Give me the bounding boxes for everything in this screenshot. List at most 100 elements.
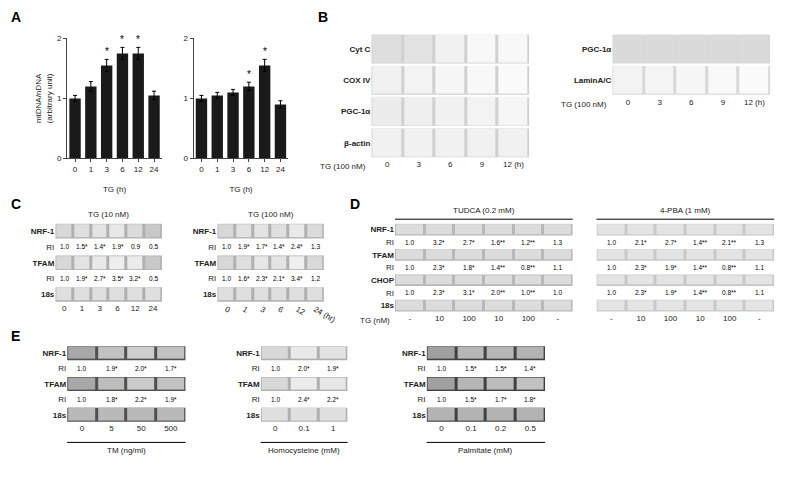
svg-text:*: * (247, 69, 251, 80)
svg-text:1.0: 1.0 (405, 289, 414, 296)
svg-text:RI: RI (46, 274, 54, 283)
svg-text:1.5*: 1.5* (76, 243, 88, 250)
svg-text:6: 6 (120, 165, 125, 174)
svg-text:0.5: 0.5 (149, 243, 158, 250)
svg-text:1.0: 1.0 (553, 289, 562, 296)
svg-text:1.5*: 1.5* (465, 365, 477, 372)
svg-text:100: 100 (664, 314, 678, 323)
svg-text:C: C (11, 196, 21, 212)
svg-text:RI: RI (386, 238, 394, 247)
svg-text:1.9*: 1.9* (165, 396, 177, 403)
svg-text:RI: RI (386, 263, 394, 272)
svg-text:1.0: 1.0 (60, 275, 69, 282)
svg-text:-: - (758, 314, 761, 323)
svg-text:12 (h): 12 (h) (744, 98, 765, 107)
svg-text:*: * (105, 46, 109, 57)
svg-text:10: 10 (435, 314, 444, 323)
svg-text:24: 24 (276, 165, 285, 174)
svg-text:0: 0 (199, 165, 204, 174)
svg-text:1.9*: 1.9* (112, 243, 124, 250)
svg-text:18s: 18s (412, 411, 426, 420)
svg-text:TFAM: TFAM (33, 259, 55, 268)
svg-text:1.2: 1.2 (311, 275, 320, 282)
svg-text:NRF-1: NRF-1 (402, 349, 426, 358)
svg-text:0.8**: 0.8** (521, 264, 536, 271)
svg-text:TG (100 nM): TG (100 nM) (248, 210, 294, 219)
svg-text:9: 9 (721, 98, 726, 107)
svg-text:1: 1 (331, 424, 336, 433)
svg-text:1.0: 1.0 (60, 243, 69, 250)
svg-text:TG (h): TG (h) (103, 185, 126, 194)
svg-text:6: 6 (276, 305, 285, 315)
svg-text:1.4*: 1.4* (273, 243, 285, 250)
svg-text:2.7*: 2.7* (463, 239, 475, 246)
svg-text:1.6*: 1.6* (238, 275, 250, 282)
svg-text:2.1*: 2.1* (635, 239, 647, 246)
svg-text:10: 10 (696, 314, 705, 323)
svg-text:1.9*: 1.9* (238, 243, 250, 250)
svg-text:1.6**: 1.6** (491, 239, 506, 246)
svg-text:0.2: 0.2 (495, 424, 507, 433)
svg-text:1: 1 (215, 165, 220, 174)
svg-text:6: 6 (115, 304, 120, 313)
svg-text:1.9*: 1.9* (665, 264, 677, 271)
svg-text:0.5: 0.5 (149, 275, 158, 282)
svg-text:12: 12 (134, 165, 143, 174)
svg-text:1.0: 1.0 (77, 396, 86, 403)
svg-text:β-actin: β-actin (344, 139, 370, 148)
svg-text:-: - (408, 314, 411, 323)
svg-text:3: 3 (104, 165, 109, 174)
svg-text:10: 10 (494, 314, 503, 323)
svg-text:3.4*: 3.4* (291, 275, 303, 282)
svg-text:TG (nM): TG (nM) (360, 316, 390, 325)
svg-text:-: - (610, 314, 613, 323)
svg-text:500: 500 (164, 424, 178, 433)
svg-text:3: 3 (259, 305, 268, 315)
svg-text:6: 6 (448, 160, 453, 169)
svg-text:Cyt C: Cyt C (349, 45, 370, 54)
svg-text:0: 0 (439, 424, 444, 433)
svg-text:0.5: 0.5 (525, 424, 537, 433)
svg-text:2.2*: 2.2* (135, 396, 147, 403)
svg-text:1.8*: 1.8* (524, 396, 536, 403)
svg-text:12 (h): 12 (h) (503, 160, 524, 169)
svg-text:RI: RI (386, 289, 394, 298)
svg-text:RI: RI (46, 243, 54, 252)
svg-text:CHOP: CHOP (371, 276, 395, 285)
svg-text:9: 9 (480, 160, 485, 169)
svg-text:TM (ng/ml): TM (ng/ml) (107, 446, 146, 455)
svg-text:RI: RI (58, 395, 66, 404)
svg-text:18s: 18s (203, 290, 217, 299)
svg-text:1.4*: 1.4* (524, 365, 536, 372)
svg-text:3: 3 (416, 160, 421, 169)
svg-text:1: 1 (80, 304, 85, 313)
svg-text:0: 0 (183, 154, 188, 163)
svg-text:50: 50 (137, 424, 146, 433)
svg-text:RI: RI (418, 364, 426, 373)
svg-text:0.9: 0.9 (131, 243, 140, 250)
svg-text:Palmitate (mM): Palmitate (mM) (458, 446, 513, 455)
svg-text:TFAM: TFAM (404, 380, 426, 389)
svg-text:0: 0 (80, 424, 85, 433)
svg-text:RI: RI (418, 395, 426, 404)
svg-text:RI: RI (252, 395, 260, 404)
svg-text:0.1: 0.1 (465, 424, 477, 433)
svg-text:2.4*: 2.4* (291, 243, 303, 250)
svg-text:2.3*: 2.3* (635, 289, 647, 296)
svg-text:3.5*: 3.5* (112, 275, 124, 282)
svg-text:1.0: 1.0 (405, 239, 414, 246)
svg-text:2.0*: 2.0* (298, 365, 310, 372)
svg-text:0.1: 0.1 (299, 424, 311, 433)
svg-text:24 (hr): 24 (hr) (312, 305, 337, 325)
svg-text:1.9*: 1.9* (76, 275, 88, 282)
svg-text:3: 3 (98, 304, 103, 313)
svg-text:1.0**: 1.0** (521, 289, 536, 296)
svg-text:LaminA/C: LaminA/C (574, 76, 612, 85)
svg-text:0: 0 (62, 304, 67, 313)
svg-text:1.0: 1.0 (405, 264, 414, 271)
svg-text:18s: 18s (381, 301, 395, 310)
svg-text:3.2*: 3.2* (129, 275, 141, 282)
svg-text:1.0: 1.0 (607, 264, 616, 271)
svg-text:B: B (318, 9, 328, 25)
svg-text:2.0**: 2.0** (491, 289, 506, 296)
